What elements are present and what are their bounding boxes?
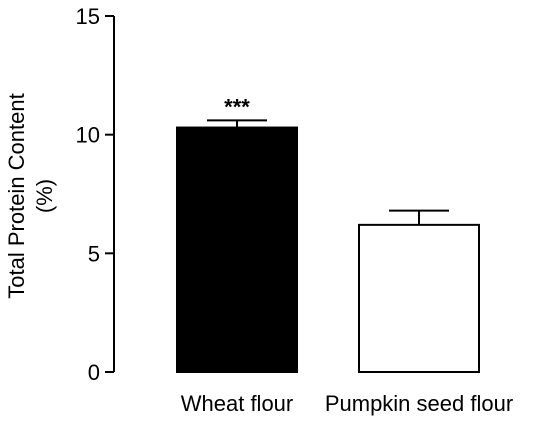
y-axis-title-line-1: Total Protein Content: [4, 93, 29, 298]
y-axis-title-line-2: (%): [32, 179, 57, 213]
y-tick-label-15: 15: [76, 4, 100, 29]
bar-pumpkin-seed-flour: [358, 223, 480, 373]
plot-area: 0 5 10 15 *** Wheat flour Pumpkin seed flour: [76, 4, 514, 416]
y-tick-label-0: 0: [88, 360, 100, 385]
y-tick-label-10: 10: [76, 123, 100, 148]
x-category-label-pumpkin-seed-flour: Pumpkin seed flour: [325, 391, 513, 416]
bar-wheat-flour: [176, 126, 298, 374]
significance-label-wheat-flour: ***: [224, 94, 250, 119]
y-tick-label-5: 5: [88, 241, 100, 266]
y-axis-title: Total Protein Content (%): [4, 93, 57, 298]
x-category-label-wheat-flour: Wheat flour: [181, 391, 294, 416]
